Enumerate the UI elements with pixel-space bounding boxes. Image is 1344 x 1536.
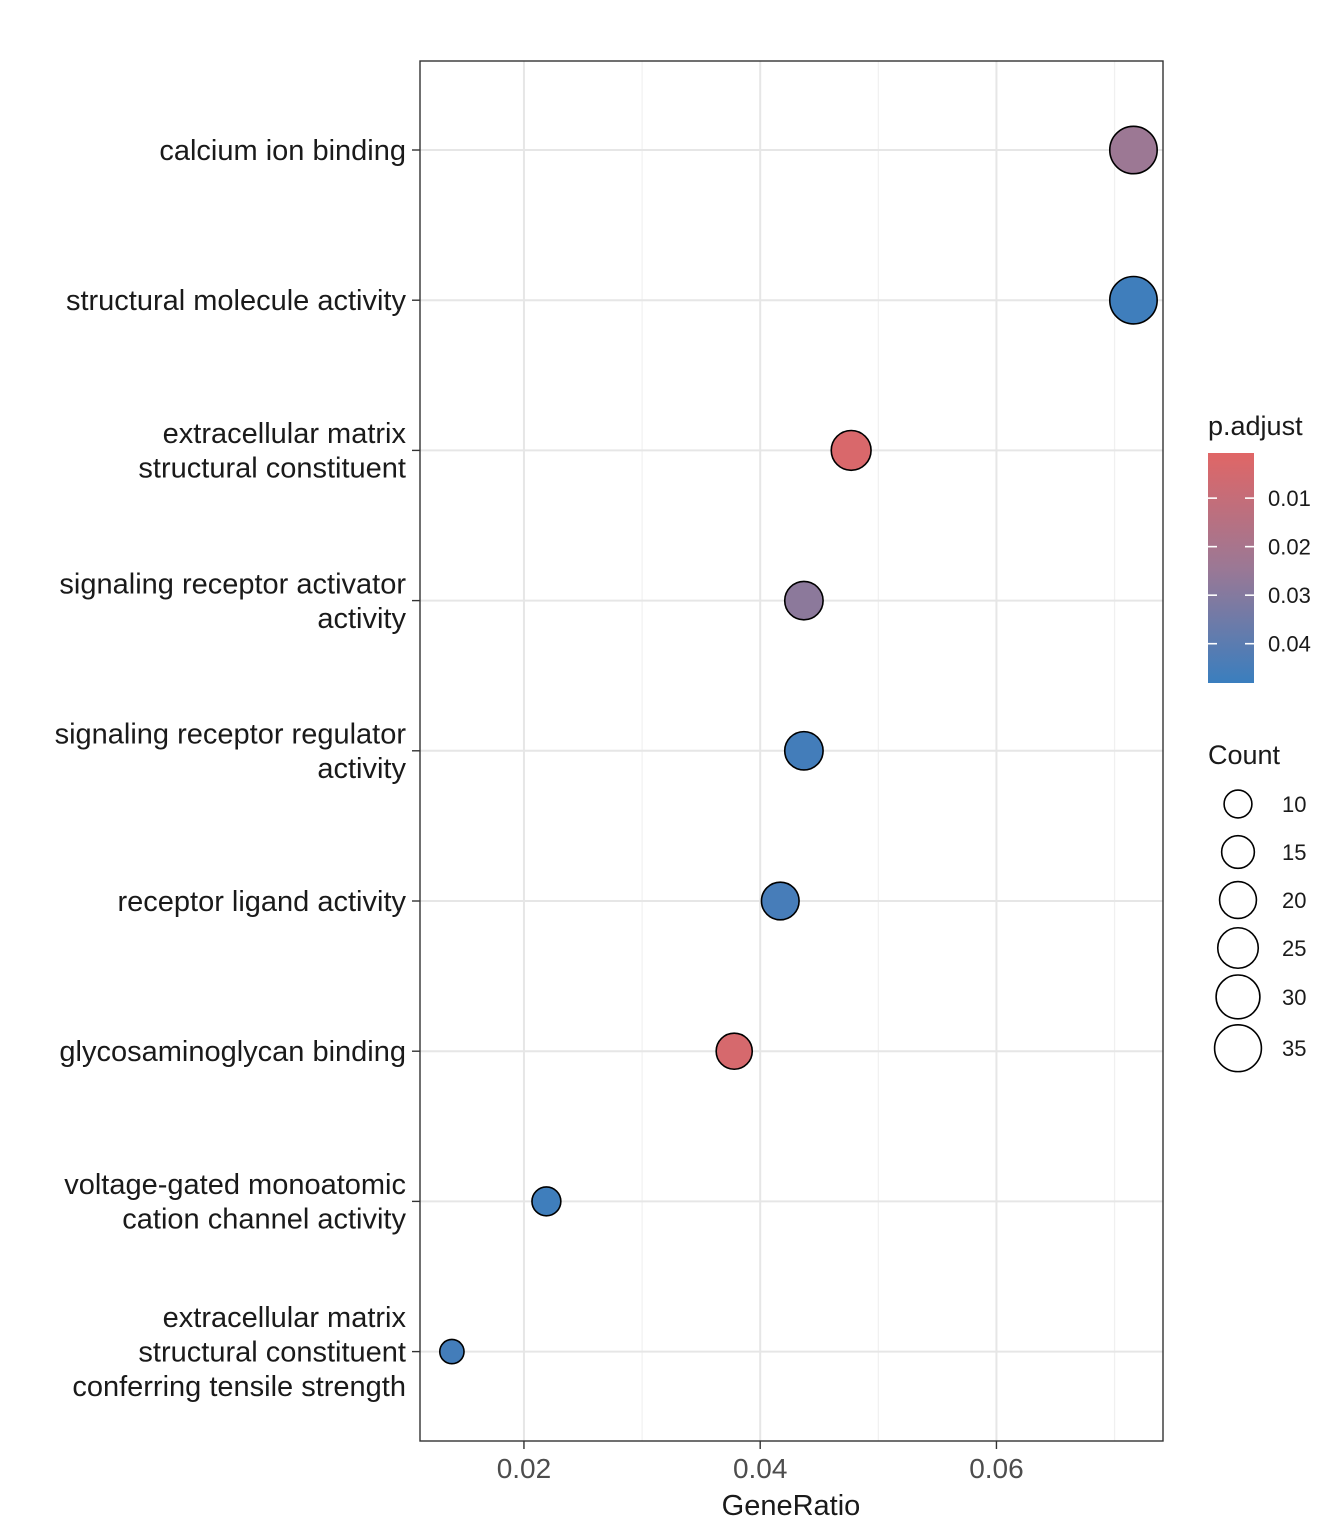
size-legend-circle: [1216, 926, 1260, 970]
data-point: [1108, 275, 1158, 325]
data-point: [1108, 125, 1158, 175]
size-legend-label: 15: [1282, 840, 1306, 865]
data-point: [783, 580, 824, 621]
y-tick-label: calcium ion binding: [159, 135, 406, 167]
data-point: [783, 730, 824, 771]
colorbar-label: 0.02: [1268, 535, 1311, 560]
x-tick-label: 0.02: [497, 1453, 552, 1484]
data-point: [531, 1186, 562, 1217]
size-legend-label: 10: [1282, 792, 1306, 817]
x-tick-label: 0.06: [969, 1453, 1024, 1484]
data-point: [760, 881, 800, 921]
size-legend-title: Count: [1208, 740, 1281, 770]
y-tick-label: extracellular matrix structural constitue…: [138, 418, 406, 485]
data-points: [438, 125, 1158, 1365]
y-tick-label: receptor ligand activity: [117, 886, 406, 918]
data-point: [830, 429, 872, 472]
x-tick-label: 0.04: [733, 1453, 788, 1484]
size-legend-circle: [1213, 1023, 1263, 1073]
color-legend-bar: [1208, 453, 1254, 683]
color-legend: p.adjust 0.01 0.02 0.03 0.04: [1208, 411, 1311, 683]
size-legend-keys: 10 15 20 25 30 35: [1213, 789, 1306, 1073]
data-point: [438, 1338, 465, 1365]
y-tick-label: signaling receptor regulator activity: [55, 719, 407, 786]
colorbar-label: 0.04: [1268, 632, 1311, 657]
size-legend-circle: [1220, 834, 1256, 870]
x-axis-title: GeneRatio: [722, 1490, 861, 1522]
axes: 0.02 0.04 0.06 calcium ion binding structura…: [55, 135, 1024, 1484]
size-legend-circle: [1215, 974, 1261, 1020]
size-legend-circle: [1223, 789, 1253, 819]
y-tick-label: signaling receptor activator activity: [59, 568, 406, 635]
size-legend-circle: [1218, 880, 1258, 920]
size-legend-label: 20: [1282, 888, 1306, 913]
data-point: [715, 1032, 754, 1071]
size-legend-label: 35: [1282, 1036, 1306, 1061]
size-legend-label: 30: [1282, 985, 1306, 1010]
size-legend-label: 25: [1282, 936, 1306, 961]
color-legend-ticks: 0.01 0.02 0.03 0.04: [1208, 486, 1311, 657]
y-tick-label: glycosaminoglycan binding: [59, 1036, 406, 1068]
y-tick-label: voltage-gated monoatomic cation channel a…: [64, 1169, 406, 1236]
size-legend: Count 10 15 20 25 30 35: [1208, 740, 1306, 1073]
color-legend-title: p.adjust: [1208, 411, 1303, 441]
y-tick-label: extracellular matrix structural constitue…: [72, 1302, 406, 1403]
y-tick-label: structural molecule activity: [66, 285, 407, 317]
colorbar-label: 0.01: [1268, 486, 1311, 511]
colorbar-label: 0.03: [1268, 583, 1311, 608]
